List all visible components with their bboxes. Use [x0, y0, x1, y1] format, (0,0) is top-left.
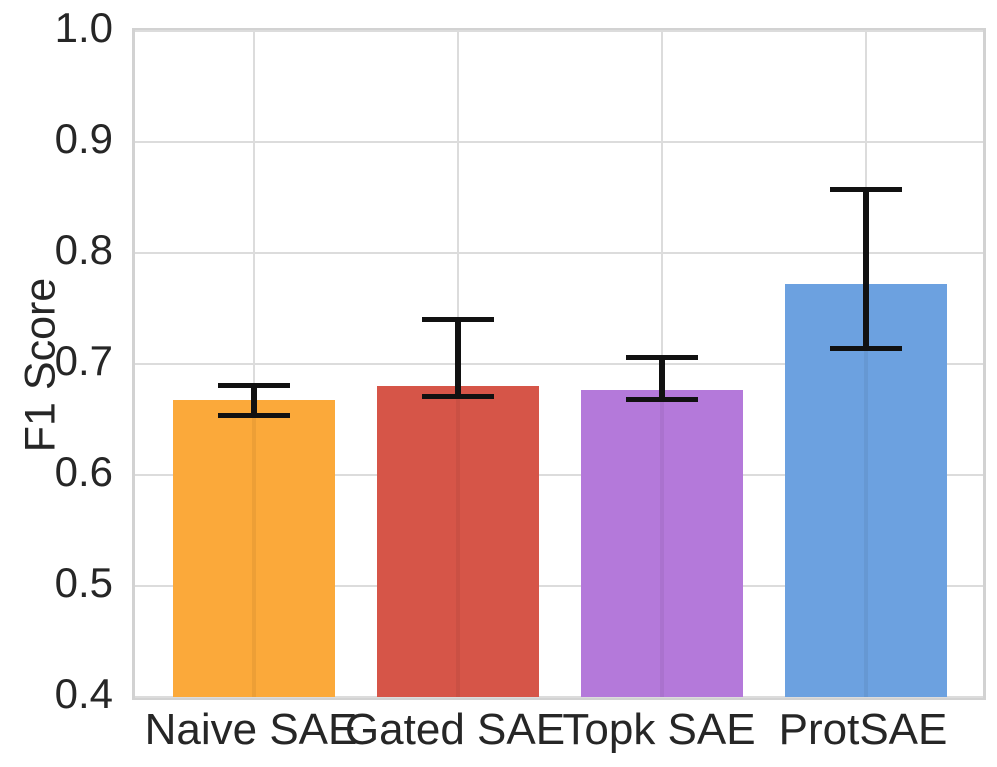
error-bar-cap [422, 317, 494, 323]
x-tick-label-topk-sae: Topk SAE [562, 705, 756, 754]
y-tick-label: 0.9 [54, 115, 113, 162]
y-tick-label: 1.0 [54, 4, 113, 51]
bar-center-shading [456, 386, 460, 697]
y-tick-label: 0.4 [54, 670, 113, 717]
bar-naive-sae [173, 399, 335, 697]
error-bar-cap [626, 397, 698, 403]
error-bar-line [251, 385, 257, 416]
h-gridline [135, 252, 983, 254]
error-bar-line [659, 357, 665, 400]
y-tick-label: 0.5 [54, 559, 113, 606]
error-bar-cap [422, 393, 494, 399]
x-tick-label-protsae: ProtSAE [778, 705, 948, 754]
bar-center-shading [864, 284, 868, 697]
bar-center-shading [252, 399, 256, 697]
bar-gated-sae [377, 386, 539, 697]
error-bar-cap [218, 412, 290, 418]
y-tick-label: 0.8 [54, 226, 113, 273]
error-bar-line [455, 319, 461, 397]
bar-center-shading [660, 389, 664, 697]
h-gridline [135, 585, 983, 587]
error-bar-cap [830, 187, 902, 193]
bar-protsae [785, 284, 947, 697]
h-gridline [135, 696, 983, 698]
bar-topk-sae [581, 389, 743, 697]
y-tick-label: 0.6 [54, 448, 113, 495]
h-gridline [135, 474, 983, 476]
error-bar-cap [218, 382, 290, 388]
h-gridline [135, 363, 983, 365]
error-bar-cap [626, 354, 698, 360]
x-tick-label-gated-sae: Gated SAE [344, 705, 566, 754]
error-bar-cap [830, 345, 902, 351]
plot-area [132, 28, 986, 700]
v-gridline [253, 31, 255, 697]
h-gridline [135, 30, 983, 32]
y-tick-label: 0.7 [54, 337, 113, 384]
error-bar-line [863, 189, 869, 349]
h-gridline [135, 141, 983, 143]
x-tick-label-naive-sae: Naive SAE [144, 705, 358, 754]
